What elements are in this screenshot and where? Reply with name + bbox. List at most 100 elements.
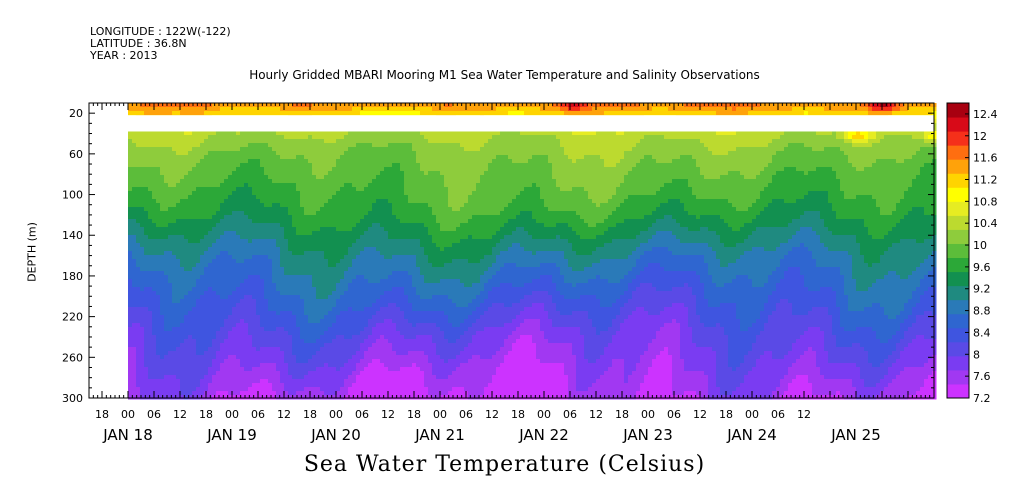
heatmap-cell <box>200 167 205 172</box>
heatmap-cell <box>224 355 229 360</box>
heatmap-cell <box>244 311 249 316</box>
heatmap-cell <box>264 151 269 156</box>
heatmap-cell <box>372 283 377 288</box>
heatmap-cell <box>244 367 249 372</box>
heatmap-cell <box>252 343 257 348</box>
heatmap-cell <box>132 203 137 208</box>
heatmap-cell <box>356 219 361 224</box>
heatmap-cell <box>184 179 189 184</box>
heatmap-cell <box>252 327 257 332</box>
heatmap-cell <box>164 355 169 360</box>
heatmap-cell <box>328 359 333 364</box>
heatmap-cell <box>368 315 373 320</box>
heatmap-cell <box>332 271 337 276</box>
heatmap-cell <box>388 207 393 212</box>
heatmap-cell <box>148 339 153 344</box>
heatmap-cell <box>368 311 373 316</box>
heatmap-cell <box>196 211 201 216</box>
heatmap-cell <box>272 391 277 396</box>
heatmap-cell <box>280 227 285 232</box>
heatmap-cell <box>280 339 285 344</box>
heatmap-cell <box>244 179 249 184</box>
heatmap-cell <box>328 167 333 172</box>
heatmap-cell <box>308 327 313 332</box>
heatmap-cell <box>304 351 309 356</box>
heatmap-cell <box>396 223 401 228</box>
heatmap-cell <box>348 239 353 244</box>
heatmap-cell <box>132 211 137 216</box>
heatmap-cell <box>336 319 341 324</box>
heatmap-cell <box>232 111 237 116</box>
heatmap-cell <box>320 343 325 348</box>
heatmap-cell <box>272 239 277 244</box>
heatmap-cell <box>208 247 213 252</box>
heatmap-cell <box>228 307 233 312</box>
heatmap-cell <box>164 195 169 200</box>
heatmap-cell <box>184 371 189 376</box>
heatmap-cell <box>284 179 289 184</box>
heatmap-cell <box>148 175 153 180</box>
heatmap-cell <box>252 355 257 360</box>
heatmap-cell <box>264 359 269 364</box>
heatmap-cell <box>244 167 249 172</box>
heatmap-cell <box>184 383 189 388</box>
heatmap-cell <box>360 203 365 208</box>
heatmap-cell <box>200 155 205 160</box>
heatmap-cell <box>380 239 385 244</box>
heatmap-cell <box>228 143 233 148</box>
heatmap-cell <box>220 275 225 280</box>
heatmap-cell <box>172 291 177 296</box>
heatmap-cell <box>300 387 305 392</box>
heatmap-cell <box>216 387 221 392</box>
heatmap-cell <box>268 215 273 220</box>
heatmap-cell <box>172 187 177 192</box>
heatmap-cell <box>184 231 189 236</box>
heatmap-cell <box>316 331 321 336</box>
heatmap-cell <box>192 187 197 192</box>
heatmap-cell <box>184 339 189 344</box>
heatmap-cell <box>268 235 273 240</box>
heatmap-cell <box>268 355 273 360</box>
heatmap-cell <box>204 159 209 164</box>
heatmap-cell <box>144 199 149 204</box>
heatmap-cell <box>260 299 265 304</box>
heatmap-cell <box>152 367 157 372</box>
heatmap-cell <box>136 139 141 144</box>
heatmap-cell <box>384 287 389 292</box>
heatmap-cell <box>288 339 293 344</box>
heatmap-cell <box>236 299 241 304</box>
heatmap-cell <box>244 291 249 296</box>
heatmap-cell <box>396 251 401 256</box>
heatmap-cell <box>360 263 365 268</box>
heatmap-cell <box>332 135 337 140</box>
heatmap-cell <box>360 219 365 224</box>
heatmap-cell <box>192 283 197 288</box>
heatmap-cell <box>296 295 301 300</box>
heatmap-cell <box>220 343 225 348</box>
heatmap-cell <box>220 303 225 308</box>
heatmap-cell <box>340 303 345 308</box>
heatmap-cell <box>244 183 249 188</box>
heatmap-cell <box>216 111 221 116</box>
heatmap-cell <box>160 391 165 396</box>
heatmap-cell <box>184 167 189 172</box>
heatmap-cell <box>304 227 309 232</box>
heatmap-cell <box>184 215 189 220</box>
heatmap-cell <box>248 135 253 140</box>
heatmap-cell <box>276 387 281 392</box>
heatmap-cell <box>252 239 257 244</box>
heatmap-cell <box>376 191 381 196</box>
heatmap-cell <box>288 307 293 312</box>
heatmap-cell <box>128 187 133 192</box>
heatmap-cell <box>184 295 189 300</box>
heatmap-cell <box>200 223 205 228</box>
heatmap-cell <box>292 259 297 264</box>
heatmap-cell <box>308 215 313 220</box>
heatmap-cell <box>200 323 205 328</box>
heatmap-cell <box>252 167 257 172</box>
heatmap-cell <box>388 323 393 328</box>
heatmap-cell <box>160 275 165 280</box>
heatmap-cell <box>220 135 225 140</box>
heatmap-cell <box>352 163 357 168</box>
heatmap-cell <box>300 303 305 308</box>
